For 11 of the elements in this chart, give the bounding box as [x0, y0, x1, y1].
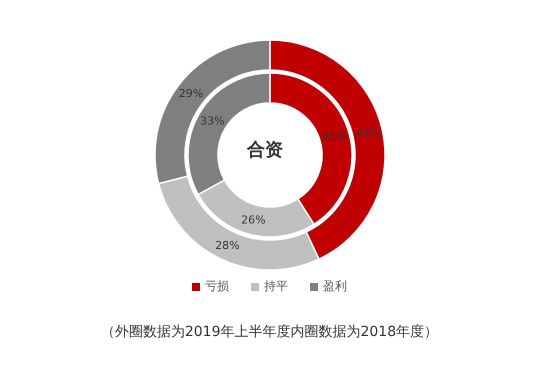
legend-label: 盈利: [322, 278, 347, 295]
text: 合资: [246, 140, 283, 160]
legend-label: 持平: [263, 278, 288, 295]
legend-label: 亏损: [204, 278, 229, 295]
data-label: 43%: [355, 126, 380, 140]
data-label: 41%: [322, 130, 347, 143]
data-label: 33%: [200, 114, 225, 128]
data-label: 28%: [215, 238, 240, 252]
data-label: 29%: [178, 87, 204, 100]
text: （外圈数据为2019年上半年度内圈数据为2018年度）: [100, 323, 440, 341]
data-label: 26%: [241, 213, 266, 226]
